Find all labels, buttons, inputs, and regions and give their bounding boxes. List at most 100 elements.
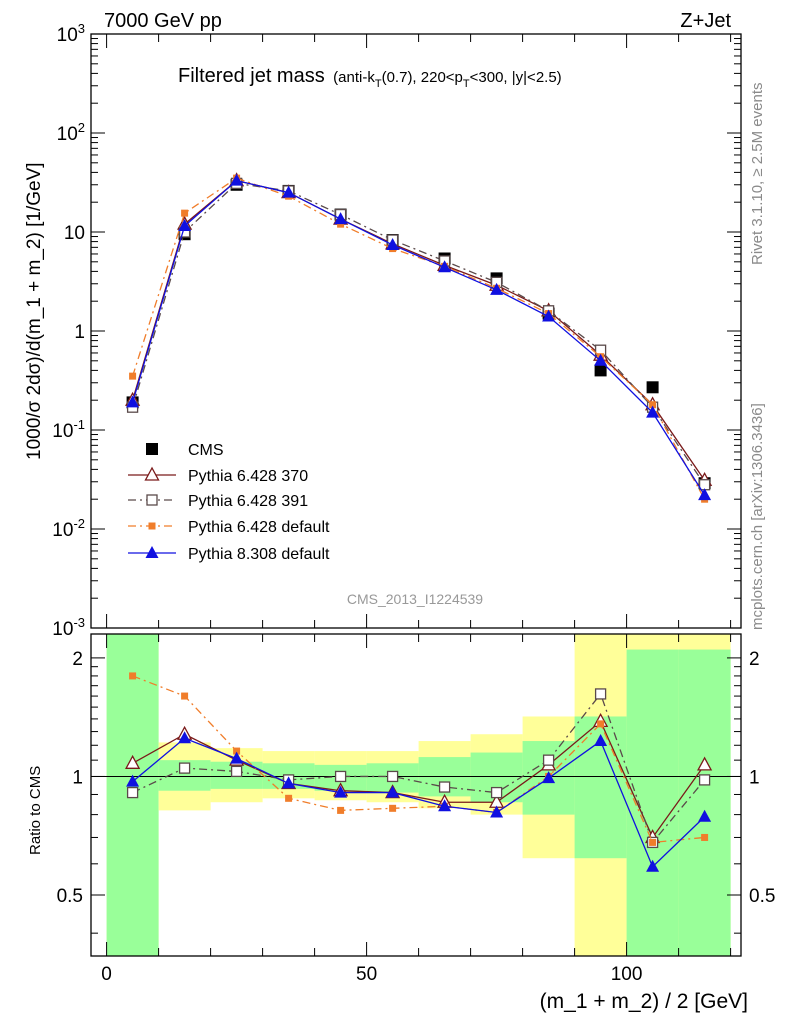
ratio-line (132, 737, 706, 868)
plot-title: Filtered jet mass (anti-kT(0.7), 220<pT<… (178, 65, 562, 90)
data-point (649, 401, 657, 409)
data-point (386, 237, 400, 250)
y-tick-label-right: 1 (749, 767, 760, 788)
main-series (125, 172, 713, 503)
data-point (178, 731, 192, 744)
y-tick-label: 2 (72, 649, 83, 670)
x-tick-label: 100 (611, 964, 643, 985)
data-point (178, 218, 192, 231)
data-point (126, 395, 140, 408)
legend-entry: Pythia 6.428 370 (128, 466, 308, 485)
data-point (126, 774, 140, 787)
data-point (148, 522, 156, 530)
data-point (490, 805, 504, 818)
series-line (131, 177, 706, 500)
y-tick-label: 102 (57, 120, 85, 145)
data-point (230, 173, 244, 186)
x-axis-title: (m_1 + m_2) / 2 [GeV] (540, 990, 748, 1013)
data-point (646, 405, 660, 418)
data-point (334, 212, 348, 225)
plot-frame (90, 33, 742, 629)
data-point (126, 786, 139, 799)
ratio-y-axis-title: Ratio to CMS (27, 766, 44, 855)
plot-title-main: Filtered jet mass (178, 65, 325, 87)
y-tick-label-right: 0.5 (749, 886, 775, 907)
data-point (542, 754, 555, 766)
data-point (490, 282, 504, 295)
legend-label: Pythia 6.428 default (188, 519, 330, 536)
data-point (438, 781, 451, 793)
main-y-axis-title: 1000/σ 2dσ)/d(m_1 + m_2) [1/GeV] (24, 162, 45, 460)
data-point (701, 833, 709, 841)
data-point (649, 838, 657, 846)
data-point (698, 488, 712, 501)
series-line (131, 182, 706, 486)
data-point (233, 747, 241, 755)
ratio-bands (106, 634, 731, 956)
ratio-line (132, 675, 705, 844)
data-point (438, 799, 452, 812)
series-line (131, 179, 706, 481)
data-point (594, 688, 607, 700)
mcplots-label: mcplots.cern.ch [arXiv:1306.3436] (749, 403, 766, 630)
data-point (697, 756, 713, 771)
header-left: 7000 GeV pp (104, 10, 222, 32)
data-point (230, 765, 243, 778)
data-point (146, 443, 158, 455)
legend-label: CMS (188, 442, 224, 459)
y-tick-label: 10-2 (52, 516, 85, 541)
plot-frame (90, 633, 742, 957)
band-inner (678, 649, 731, 956)
legend-entry: Pythia 8.308 default (128, 546, 330, 563)
ratio-series-pythia-8-308-default (126, 731, 712, 872)
legend-label: Pythia 8.308 default (188, 546, 330, 563)
y-tick-label: 103 (57, 21, 85, 46)
rivet-label: Rivet 3.1.10, ≥ 2.5M events (749, 83, 766, 266)
data-point (438, 260, 452, 273)
data-point (145, 546, 159, 558)
legend-entry: CMS (146, 442, 224, 459)
data-point (129, 672, 137, 680)
y-tick-label: 10-1 (52, 417, 85, 442)
data-point (386, 785, 400, 798)
data-point (230, 751, 244, 764)
data-point (389, 804, 397, 812)
data-point (542, 771, 556, 784)
data-point (181, 692, 189, 700)
data-point (594, 734, 608, 747)
data-point (594, 353, 608, 366)
ratio-series (125, 672, 713, 872)
x-tick-label: 0 (101, 964, 112, 985)
data-point (125, 754, 141, 769)
header-right: Z+Jet (680, 10, 731, 32)
data-point (597, 720, 605, 728)
ratio-axes: 2 2 1 1 0.5 0.5 0 50 100 (57, 633, 775, 985)
y-tick-label: 10-3 (52, 615, 85, 640)
x-tick-label: 50 (356, 964, 377, 985)
legend-entry: Pythia 6.428 391 (128, 493, 308, 510)
analysis-id: CMS_2013_I1224539 (347, 591, 483, 607)
legend: CMS Pythia 6.428 370 Pythia 6.428 391 Pythi… (128, 442, 330, 563)
series-line (131, 179, 706, 496)
data-point (178, 762, 191, 774)
legend-label: Pythia 6.428 370 (188, 468, 308, 485)
plot-title-sub: (anti-kT(0.7), 220<pT<300, |y|<2.5) (333, 69, 562, 90)
series-pythia-8-308-default (126, 173, 712, 501)
data-point (542, 309, 556, 322)
data-point (144, 466, 160, 481)
y-tick-label: 0.5 (57, 886, 83, 907)
data-point (282, 185, 296, 198)
ratio-line (132, 692, 706, 844)
data-point (490, 786, 503, 799)
series-pythia-6-428-370 (125, 172, 713, 487)
data-point (337, 220, 345, 228)
y-tick-label: 10 (64, 223, 85, 244)
legend-label: Pythia 6.428 391 (188, 493, 308, 510)
data-point (282, 776, 296, 789)
band-inner (626, 649, 679, 956)
data-point (285, 794, 293, 802)
data-point (129, 372, 137, 380)
data-point (386, 770, 399, 783)
